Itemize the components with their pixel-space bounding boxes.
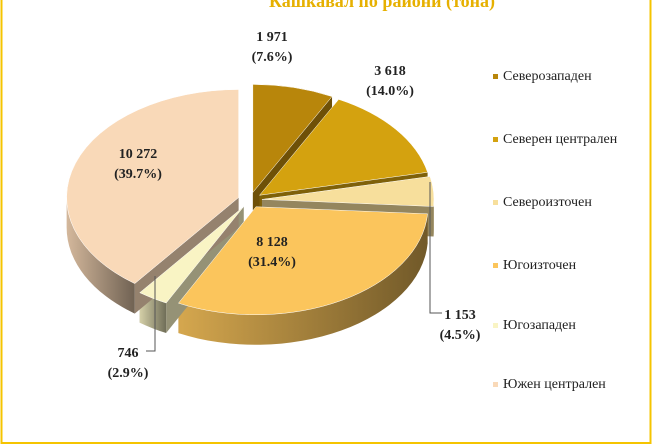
- legend-label: Североизточен: [503, 195, 592, 210]
- data-label: (14.0%): [366, 84, 414, 99]
- slice: [139, 206, 244, 304]
- legend-label: Югоизточен: [503, 258, 577, 273]
- data-label: 8 128: [256, 235, 288, 250]
- legend-marker: [493, 382, 498, 387]
- slice: [261, 176, 435, 207]
- data-label: (4.5%): [440, 328, 481, 343]
- legend-marker: [493, 200, 498, 205]
- data-label: 746: [118, 346, 139, 361]
- chart-title: Кашкавал по райони (тона): [269, 0, 495, 12]
- slice-side: [178, 213, 428, 345]
- data-label: 1 971: [256, 30, 288, 45]
- data-label: 1 153: [444, 308, 476, 323]
- leader-line: [429, 182, 442, 314]
- slice: [258, 99, 428, 196]
- data-label: (7.6%): [252, 50, 293, 65]
- data-label: 10 272: [119, 147, 158, 162]
- data-label: (31.4%): [248, 255, 296, 270]
- legend-label: Северозападен: [503, 69, 592, 84]
- legend-label: Южен централен: [503, 377, 606, 392]
- leader-line: [146, 276, 156, 352]
- slice: [178, 206, 428, 315]
- data-label: (2.9%): [108, 366, 149, 381]
- slice: [66, 89, 239, 284]
- slice: [252, 84, 333, 194]
- legend-marker: [493, 137, 498, 142]
- legend-marker: [493, 323, 498, 328]
- legend-label: Северен централен: [503, 132, 618, 147]
- legend-marker: [493, 263, 498, 268]
- legend-label: Югозападен: [503, 318, 576, 333]
- data-label: (39.7%): [114, 167, 162, 182]
- slice-side: [66, 197, 135, 314]
- legend-marker: [493, 74, 498, 79]
- data-label: 3 618: [374, 64, 406, 79]
